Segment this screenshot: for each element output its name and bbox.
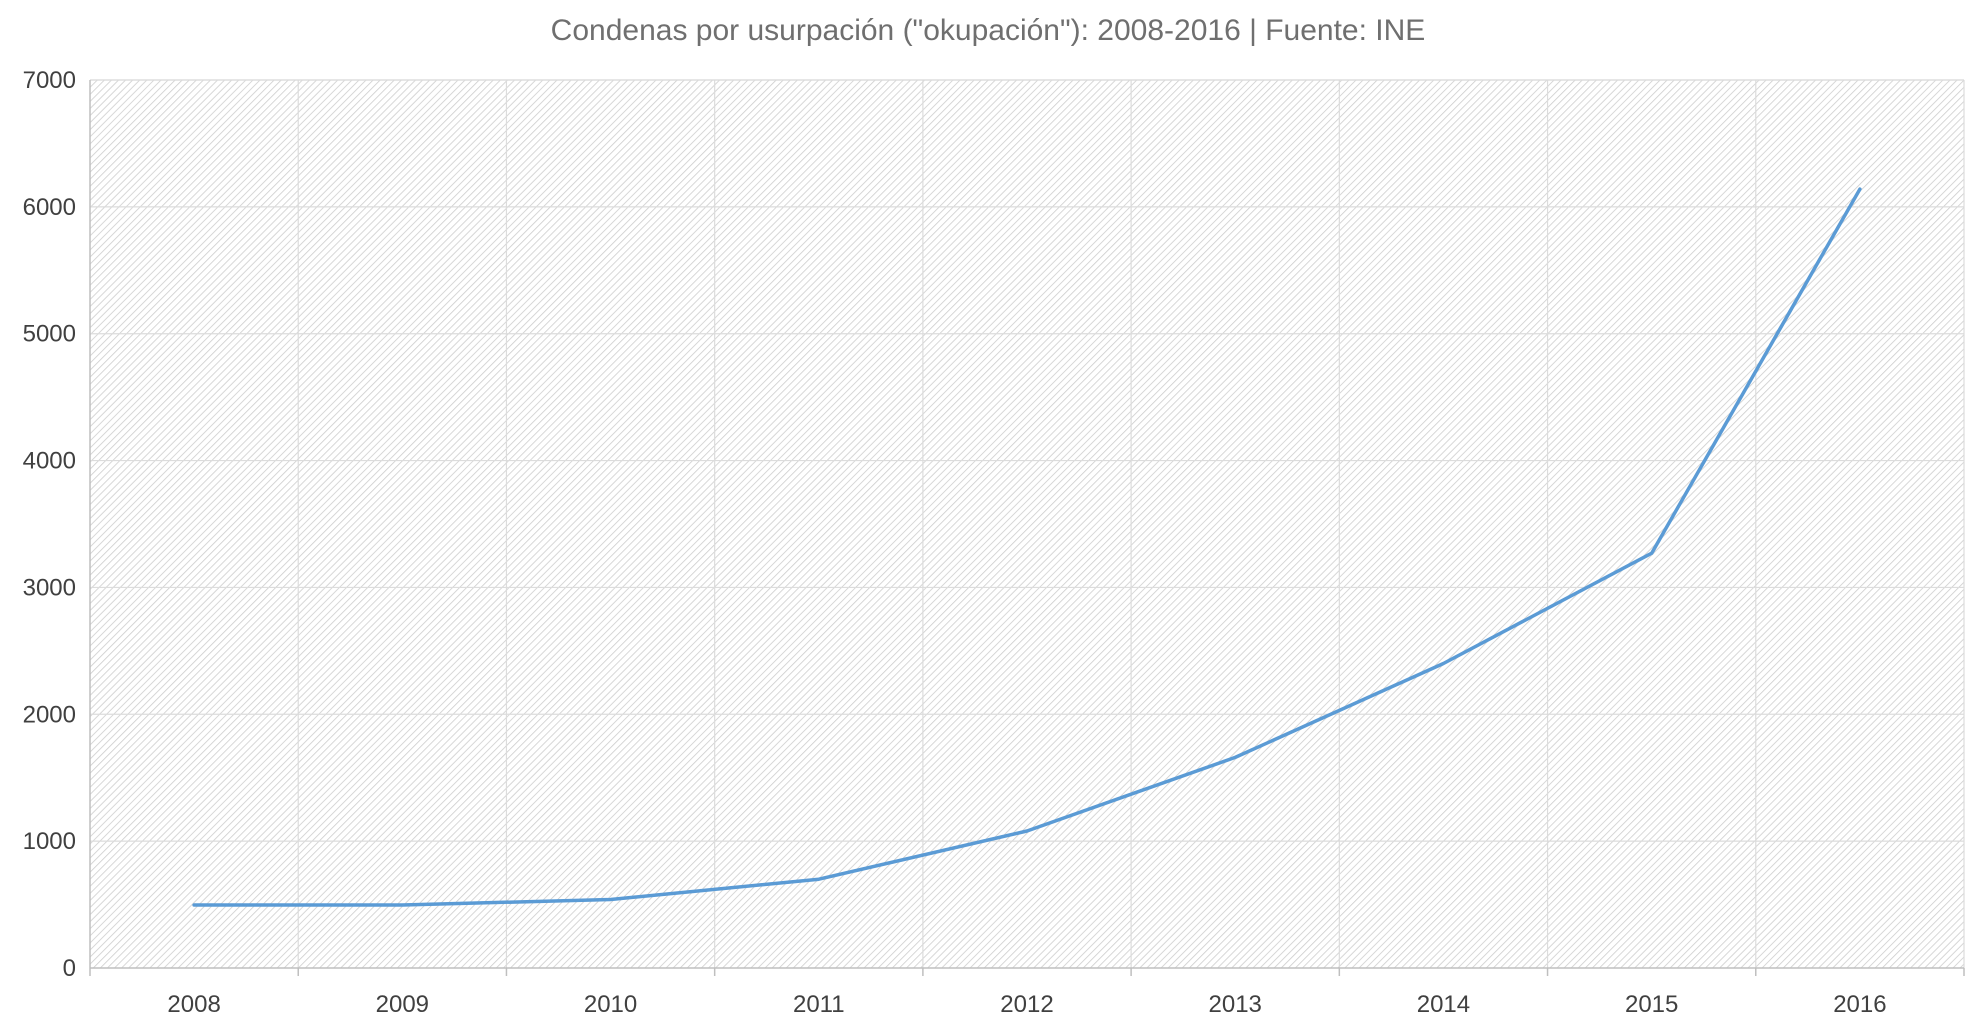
- x-tick-label: 2012: [1000, 991, 1053, 1018]
- y-tick-label: 4000: [23, 448, 76, 475]
- x-tick-label: 2014: [1417, 991, 1470, 1018]
- axes: 0 1000 2000 3000 4000 5000 6000 7000 2008 2009 201…: [23, 67, 1965, 1018]
- x-tick-label: 2011: [793, 991, 845, 1018]
- y-tick-label: 5000: [23, 321, 76, 348]
- y-tick-label: 0: [63, 955, 76, 982]
- grid-lines: [90, 79, 1965, 968]
- y-tick-label: 7000: [23, 67, 76, 94]
- y-tick-label: 2000: [23, 701, 76, 728]
- x-tick-label: 2015: [1625, 991, 1678, 1018]
- x-tick-label: 2010: [584, 991, 637, 1018]
- x-tick-label: 2008: [167, 991, 220, 1018]
- series-layer: [192, 187, 1862, 907]
- plot-area: [90, 80, 1964, 968]
- x-tick-label: 2016: [1833, 991, 1886, 1018]
- y-tick-label: 3000: [23, 574, 76, 601]
- x-tick-label: 2013: [1209, 991, 1262, 1018]
- y-tick-label: 6000: [23, 194, 76, 221]
- x-tick-label: 2009: [376, 991, 429, 1018]
- chart-title: Condenas por usurpación ("okupación"): 2…: [551, 14, 1426, 47]
- y-tick-label: 1000: [23, 828, 76, 855]
